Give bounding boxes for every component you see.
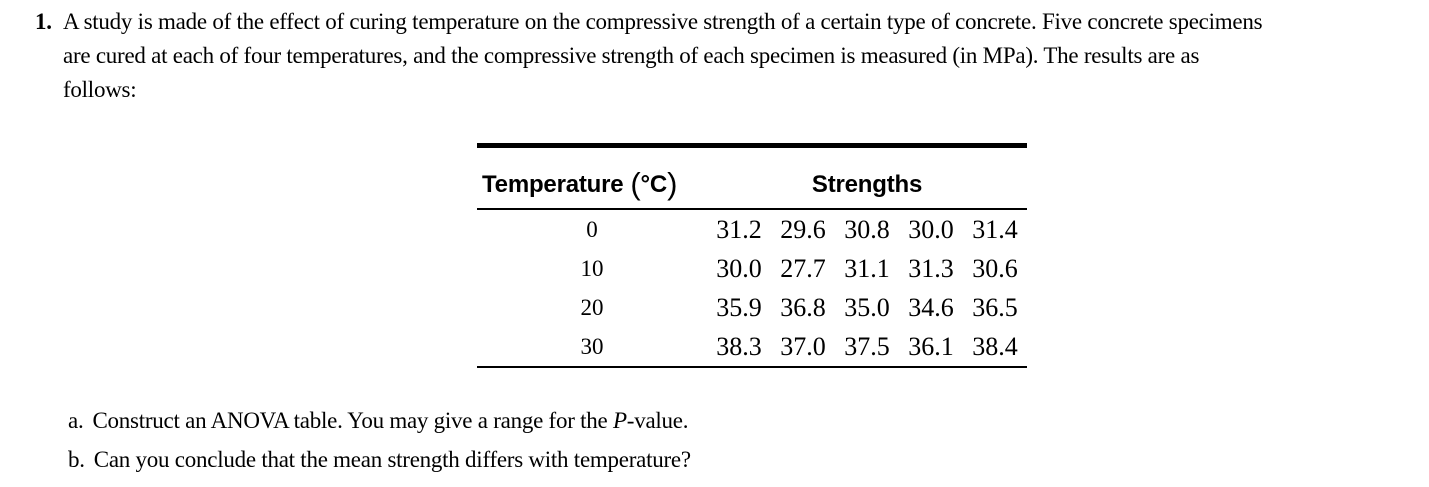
- unit-close-paren: ): [667, 166, 678, 201]
- problem-number: 1.: [35, 9, 52, 34]
- problem-statement: 1. A study is made of the effect of curin…: [35, 5, 1263, 107]
- strength-cell: 38.4: [972, 331, 1018, 361]
- temperature-unit: °C: [640, 171, 668, 198]
- temperature-header-label: Temperature: [482, 171, 624, 198]
- table-row: 20 35.9 36.8 35.0 34.6 36.5: [477, 288, 1027, 327]
- strength-cell: 34.6: [908, 292, 954, 322]
- question-a-text: Construct an ANOVA table. You may give a…: [92, 408, 613, 433]
- strength-cell: 30.0: [908, 214, 954, 244]
- question-a: a. Construct an ANOVA table. You may give…: [68, 401, 691, 440]
- question-a-label: a.: [68, 408, 84, 433]
- problem-line-3: follows:: [35, 73, 1262, 107]
- strength-cell: 30.6: [972, 253, 1018, 283]
- problem-text-line-1: A study is made of the effect of curing …: [63, 9, 1263, 34]
- strength-cell: 37.5: [844, 331, 890, 361]
- problem-text-line-3: follows:: [63, 77, 137, 102]
- strength-cell: 35.9: [716, 292, 762, 322]
- strength-cell: 36.5: [972, 292, 1018, 322]
- temperature-cell: 10: [580, 255, 604, 281]
- question-b: b. Can you conclude that the mean strengt…: [68, 440, 691, 479]
- table-row: 0 31.2 29.6 30.8 30.0 31.4: [477, 209, 1027, 249]
- table-header-row: Temperature (°C) Strengths: [477, 145, 1027, 210]
- strength-cell: 38.3: [716, 331, 762, 361]
- strength-cell: 27.7: [780, 253, 826, 283]
- temperature-cell: 0: [586, 216, 598, 242]
- temperature-cell: 30: [580, 333, 604, 359]
- sub-questions: a. Construct an ANOVA table. You may give…: [68, 401, 691, 479]
- strength-cell: 36.1: [908, 331, 954, 361]
- results-table: Temperature (°C) Strengths 0 31.2 29.6 30…: [477, 143, 1027, 368]
- table-row: 10 30.0 27.7 31.1 31.3 30.6: [477, 249, 1027, 288]
- strength-cell: 31.2: [716, 214, 762, 244]
- strength-cell: 31.4: [972, 214, 1018, 244]
- problem-line-1: 1. A study is made of the effect of curin…: [35, 5, 1263, 39]
- question-b-label: b.: [68, 447, 85, 472]
- unit-open-paren: (: [630, 166, 641, 201]
- question-b-text: Can you conclude that the mean strength …: [93, 447, 691, 472]
- strength-cell: 35.0: [844, 292, 890, 322]
- strength-cell: 31.3: [908, 253, 954, 283]
- strength-cell: 36.8: [780, 292, 826, 322]
- question-a-text-suffix: -value.: [626, 408, 689, 433]
- strength-cell: 30.0: [716, 253, 762, 283]
- strength-cell: 31.1: [844, 253, 890, 283]
- p-value-italic: P: [612, 408, 627, 433]
- strength-cell: 37.0: [780, 331, 826, 361]
- strengths-column-header: Strengths: [707, 145, 1027, 210]
- table-row: 30 38.3 37.0 37.5 36.1 38.4: [477, 327, 1027, 367]
- temperature-column-header: Temperature (°C): [477, 145, 707, 210]
- problem-line-2: are cured at each of four temperatures, …: [35, 39, 1262, 73]
- strength-cell: 30.8: [844, 214, 890, 244]
- temperature-cell: 20: [580, 294, 604, 320]
- problem-text-line-2: are cured at each of four temperatures, …: [63, 43, 1200, 68]
- strength-cell: 29.6: [780, 214, 826, 244]
